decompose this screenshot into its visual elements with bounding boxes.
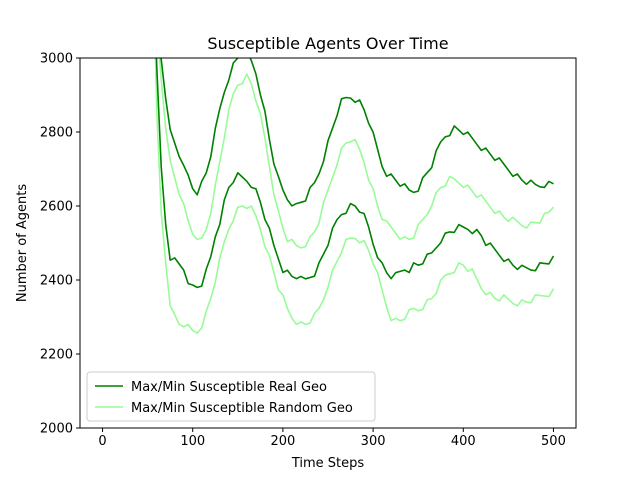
- x-tick-label: 100: [180, 434, 205, 449]
- x-tick-label: 500: [541, 434, 566, 449]
- series-line-3: [154, 58, 555, 334]
- x-axis: 0 100 200 300 400 500: [98, 428, 566, 449]
- chart-title: Susceptible Agents Over Time: [207, 34, 448, 53]
- y-axis: 2000 2200 2400 2600 2800 3000: [40, 52, 80, 437]
- x-tick-label: 0: [98, 434, 106, 449]
- x-axis-label: Time Steps: [291, 456, 365, 471]
- series-line-2: [158, 58, 555, 249]
- y-tick-label: 3000: [40, 52, 73, 67]
- series-line-0: [160, 58, 554, 207]
- x-tick-label: 400: [451, 434, 476, 449]
- y-tick-label: 2800: [40, 126, 73, 141]
- x-tick-label: 200: [270, 434, 295, 449]
- plot-frame: [79, 57, 577, 429]
- y-tick-label: 2400: [40, 274, 73, 289]
- y-tick-label: 2200: [40, 348, 73, 363]
- legend-label-real-geo: Max/Min Susceptible Real Geo: [131, 380, 327, 395]
- x-tick-label: 300: [361, 434, 386, 449]
- legend-label-random-geo: Max/Min Susceptible Random Geo: [131, 401, 353, 416]
- legend: Max/Min Susceptible Real Geo Max/Min Sus…: [86, 371, 376, 422]
- y-tick-label: 2600: [40, 200, 73, 215]
- y-tick-label: 2000: [40, 422, 73, 437]
- series-line-1: [155, 58, 555, 289]
- series-lines: [154, 58, 555, 334]
- legend-box: [86, 371, 376, 422]
- y-axis-label: Number of Agents: [15, 184, 30, 302]
